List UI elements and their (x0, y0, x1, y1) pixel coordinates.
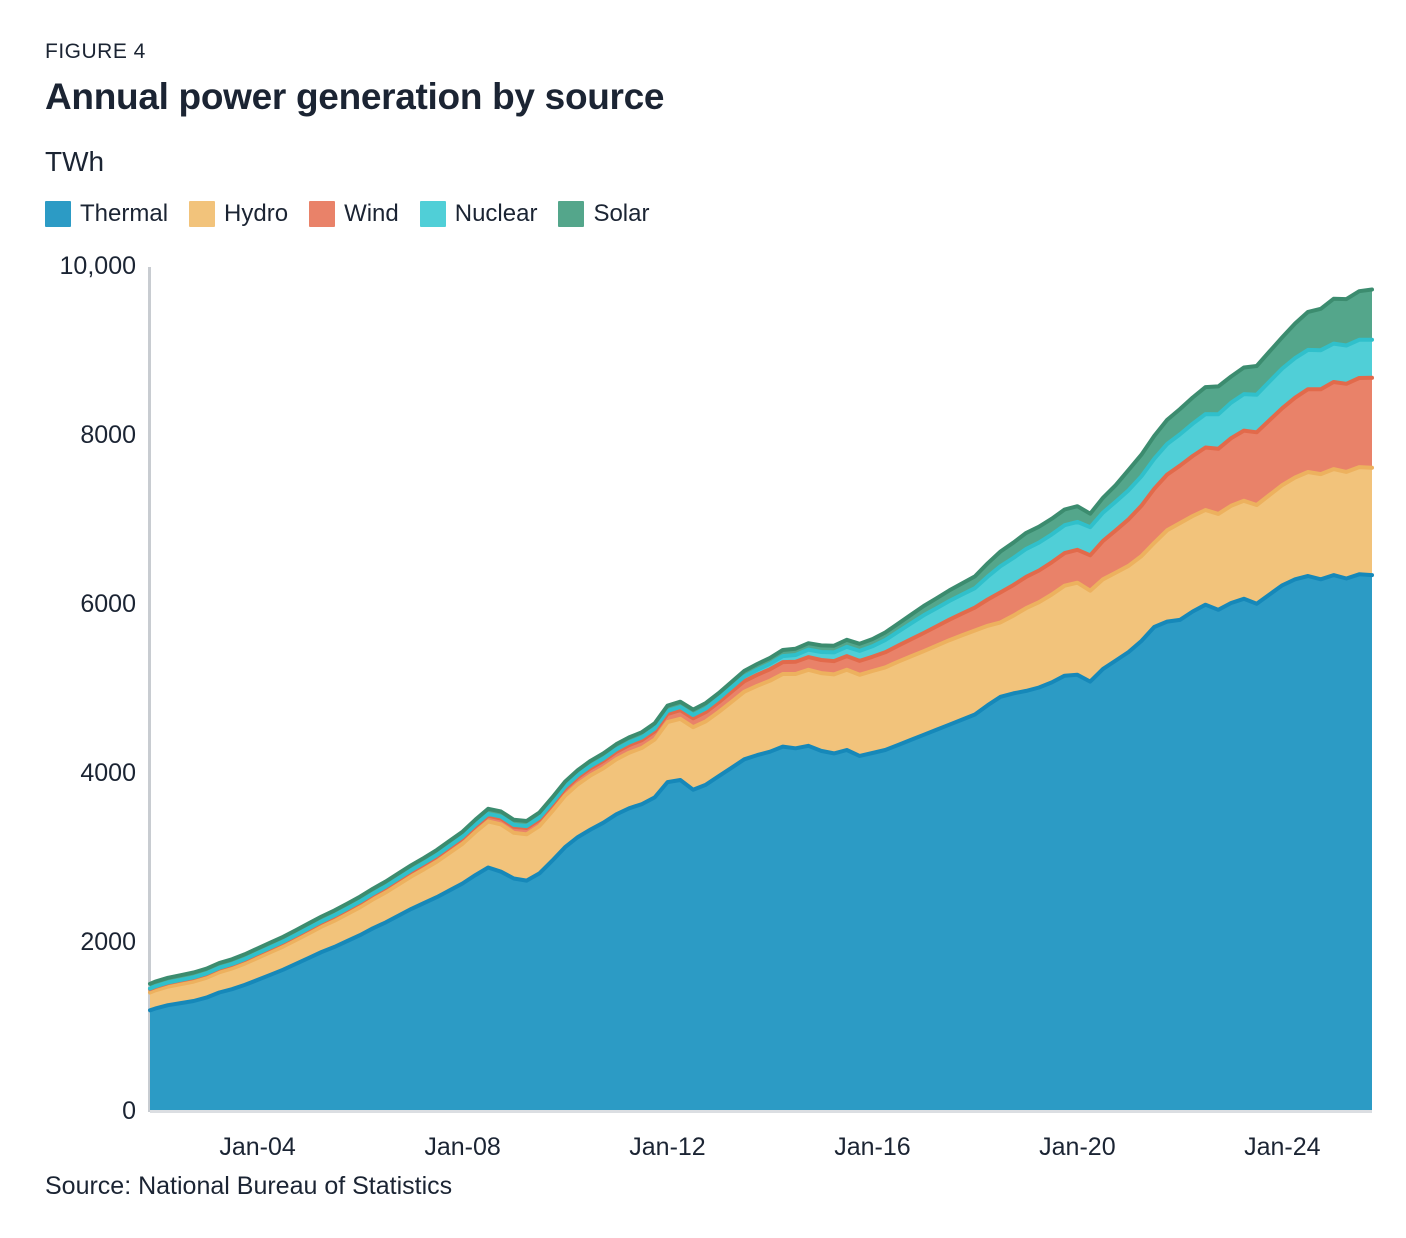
legend-label: Nuclear (454, 200, 538, 227)
legend-item-hydro: Hydro (189, 201, 288, 227)
area-hydro (150, 467, 1372, 1011)
legend-label: Wind (344, 200, 399, 227)
y-tick-label: 2000 (80, 928, 136, 956)
y-tick-label: 0 (122, 1097, 136, 1125)
area-wind (150, 377, 1372, 993)
line-solar (148, 287, 1374, 986)
x-tick-label: Jan-20 (1039, 1133, 1115, 1161)
y-tick-label: 6000 (80, 590, 136, 618)
legend-item-thermal: Thermal (45, 201, 168, 227)
source-note: Source: National Bureau of Statistics (45, 1172, 453, 1200)
line-nuclear (148, 337, 1374, 991)
wind-swatch-icon (309, 201, 336, 227)
figure-label: FIGURE 4 (45, 40, 146, 63)
x-tick-label: Jan-24 (1244, 1133, 1321, 1161)
y-tick-label: 8000 (80, 421, 136, 449)
x-tick-label: Jan-08 (424, 1133, 500, 1161)
y-tick-label: 10,000 (60, 252, 136, 280)
nuclear-swatch-icon (419, 201, 446, 227)
legend-item-nuclear: Nuclear (419, 200, 538, 227)
area-nuclear (150, 339, 1372, 990)
legend-label: Solar (593, 200, 650, 227)
line-thermal (148, 572, 1374, 1013)
x-tick-label: Jan-04 (219, 1133, 296, 1161)
legend-label: Thermal (80, 200, 169, 227)
area-thermal (150, 574, 1372, 1110)
page-title: Annual power generation by source (45, 76, 665, 117)
legend: Thermal Hydro Wind Nuclear Solar (45, 201, 649, 227)
legend-label: Hydro (224, 200, 289, 227)
legend-item-solar: Solar (558, 201, 649, 227)
x-tick-label: Jan-16 (834, 1133, 910, 1161)
unit-label: TWh (45, 146, 105, 177)
y-tick-label: 4000 (80, 759, 136, 787)
hydro-swatch-icon (189, 201, 216, 227)
legend-item-wind: Wind (309, 201, 399, 227)
thermal-swatch-icon (45, 201, 71, 227)
line-hydro (148, 465, 1374, 995)
solar-swatch-icon (558, 201, 585, 227)
x-tick-label: Jan-12 (629, 1133, 705, 1161)
